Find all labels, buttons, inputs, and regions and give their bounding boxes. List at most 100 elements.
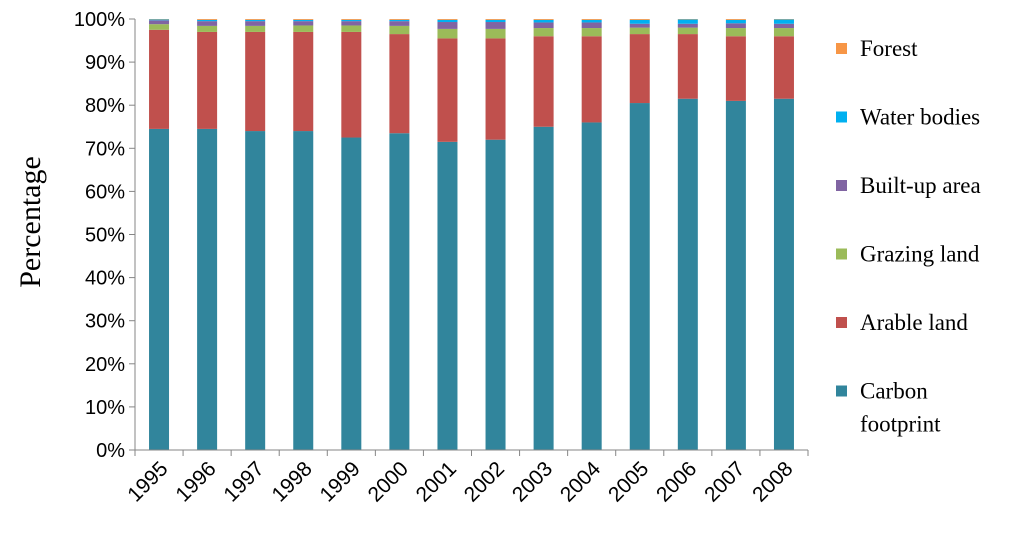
- x-tick-label-2002: 2002: [460, 457, 509, 506]
- bar-forest-2003: [533, 19, 554, 20]
- bar-arable-land-1998: [293, 31, 314, 132]
- bar-arable-land-1999: [341, 31, 362, 138]
- y-tick-label: 50%: [85, 225, 125, 247]
- bar-water-bodies-1998: [293, 19, 314, 22]
- bar-grazing-land-2005: [629, 27, 650, 35]
- bar-built-up-area-2005: [629, 23, 650, 28]
- bar-built-up-area-1997: [245, 21, 266, 26]
- x-tick-label-2007: 2007: [700, 457, 749, 506]
- x-tick-label-1995: 1995: [123, 457, 172, 506]
- bar-arable-land-2005: [629, 34, 650, 104]
- bar-forest-2004: [581, 19, 602, 20]
- y-tick-label: 10%: [85, 397, 125, 419]
- bar-carbon-footprint-2008: [773, 98, 794, 451]
- bar-carbon-footprint-2003: [533, 126, 554, 450]
- bar-water-bodies-1999: [341, 19, 362, 22]
- bar-arable-land-2006: [677, 34, 698, 99]
- x-tick-label-2005: 2005: [604, 457, 653, 506]
- y-tick-label: 0%: [96, 440, 125, 462]
- bar-arable-land-1997: [245, 31, 266, 132]
- bar-grazing-land-1997: [245, 25, 266, 32]
- bar-carbon-footprint-2000: [389, 133, 410, 450]
- bar-built-up-area-1996: [197, 21, 218, 26]
- bar-carbon-footprint-2001: [437, 141, 458, 450]
- bar-grazing-land-2007: [725, 28, 746, 37]
- x-tick-label-2006: 2006: [652, 457, 701, 506]
- bar-built-up-area-2000: [389, 21, 410, 26]
- x-tick-label-2001: 2001: [412, 457, 461, 506]
- y-tick-label: 100%: [74, 9, 125, 31]
- bar-forest-2001: [437, 19, 458, 20]
- x-tick-label-1998: 1998: [267, 457, 316, 506]
- bar-arable-land-1995: [149, 29, 170, 129]
- bar-carbon-footprint-1997: [245, 131, 266, 450]
- y-tick-label: 80%: [85, 95, 125, 117]
- bar-built-up-area-2007: [725, 23, 746, 29]
- legend-swatch-grazing-land: [836, 248, 847, 260]
- bar-forest-2002: [485, 19, 506, 20]
- bar-carbon-footprint-1996: [197, 128, 218, 450]
- legend-label-grazing-land: Grazing land: [860, 242, 980, 267]
- bar-forest-2005: [629, 19, 650, 20]
- bar-arable-land-1996: [197, 31, 218, 129]
- legend-label-built-up-area: Built-up area: [860, 173, 981, 198]
- x-tick-label-2003: 2003: [508, 457, 557, 506]
- y-tick-label: 90%: [85, 52, 125, 74]
- x-tick-label-1996: 1996: [171, 457, 220, 506]
- bar-water-bodies-2000: [389, 19, 410, 22]
- bar-forest-1998: [293, 19, 314, 20]
- legend-label-carbon-line2: footprint: [860, 412, 941, 437]
- x-tick-label-1997: 1997: [219, 457, 268, 506]
- bar-built-up-area-1995: [149, 20, 170, 25]
- bars-layer: [149, 19, 794, 451]
- bar-carbon-footprint-2007: [725, 100, 746, 450]
- bar-built-up-area-2008: [773, 23, 794, 29]
- legend-swatch-forest: [836, 43, 847, 54]
- bar-grazing-land-2008: [773, 28, 794, 37]
- bar-water-bodies-2008: [773, 19, 794, 24]
- bar-arable-land-2007: [725, 36, 746, 101]
- bar-carbon-footprint-1998: [293, 131, 314, 450]
- bar-carbon-footprint-2005: [629, 103, 650, 451]
- bar-arable-land-2008: [773, 36, 794, 99]
- bar-built-up-area-2002: [485, 22, 506, 29]
- legend-swatch-arable-land: [836, 317, 847, 328]
- legend: Forest Water bodies Built-up area Grazing l…: [836, 36, 981, 437]
- bar-built-up-area-2003: [533, 22, 554, 29]
- bar-water-bodies-2003: [533, 19, 554, 23]
- legend-swatch-carbon: [836, 385, 847, 397]
- bar-water-bodies-2006: [677, 19, 698, 24]
- bar-grazing-land-2003: [533, 28, 554, 37]
- bar-grazing-land-2004: [581, 28, 602, 37]
- y-tick-label: 70%: [85, 138, 125, 160]
- bar-arable-land-2002: [485, 38, 506, 140]
- legend-label-arable-land: Arable land: [860, 310, 968, 335]
- bar-carbon-footprint-2002: [485, 139, 506, 450]
- bar-grazing-land-2006: [677, 27, 698, 35]
- bar-grazing-land-2002: [485, 28, 506, 39]
- bar-forest-1999: [341, 19, 362, 20]
- x-tick-label-1999: 1999: [316, 457, 365, 506]
- bar-arable-land-2001: [437, 38, 458, 142]
- bar-built-up-area-2006: [677, 23, 698, 28]
- bar-arable-land-2000: [389, 34, 410, 134]
- bar-grazing-land-1996: [197, 25, 218, 32]
- y-tick-label: 60%: [85, 181, 125, 203]
- bar-grazing-land-1995: [149, 24, 170, 30]
- bar-water-bodies-1996: [197, 19, 218, 22]
- bar-built-up-area-2001: [437, 22, 458, 29]
- x-tick-labels: 1995199619971998199920002001200220032004…: [123, 457, 797, 507]
- bar-water-bodies-2001: [437, 19, 458, 23]
- bar-forest-2000: [389, 19, 410, 20]
- bar-grazing-land-2000: [389, 25, 410, 35]
- x-tick-label-2000: 2000: [364, 457, 413, 506]
- y-axis-title: Percentage: [14, 156, 47, 288]
- y-tick-label: 20%: [85, 354, 125, 376]
- bar-carbon-footprint-2004: [581, 122, 602, 450]
- bar-built-up-area-1998: [293, 21, 314, 26]
- bar-forest-1997: [245, 19, 266, 20]
- bar-carbon-footprint-2006: [677, 98, 698, 451]
- x-tick-label-2004: 2004: [556, 457, 606, 507]
